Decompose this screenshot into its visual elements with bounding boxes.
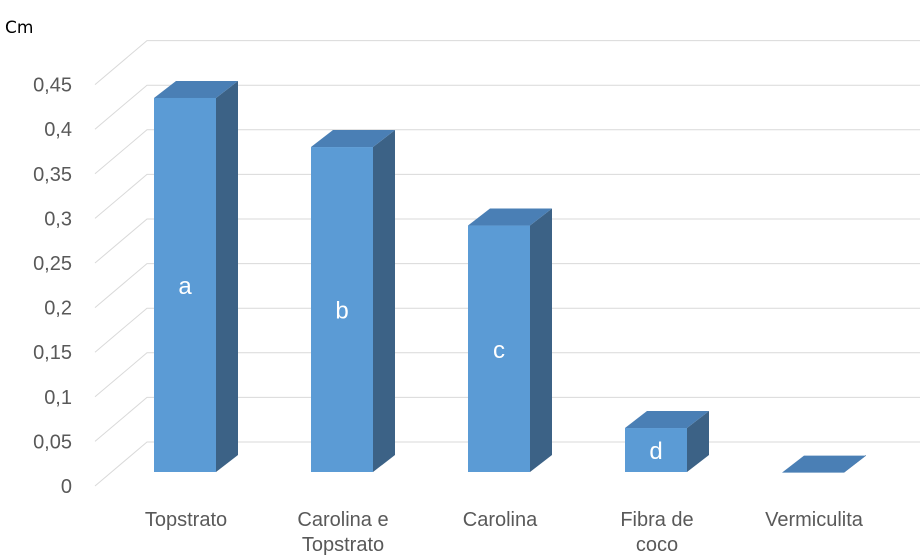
bar-top-face (468, 208, 552, 226)
gridline (94, 218, 920, 264)
bar: d (625, 411, 709, 472)
x-category-label: Topstrato (302, 534, 384, 556)
x-category-label: Carolina e (297, 509, 388, 531)
bar-top-face (625, 411, 709, 429)
gridline (94, 129, 920, 175)
gridline (94, 263, 920, 308)
gridline (94, 40, 920, 85)
x-axis-labels: Topstrato Carolina e Topstrato Carolina Fibr… (145, 509, 864, 556)
gridline (94, 396, 920, 442)
y-tick-label: 0 (61, 476, 72, 498)
bar: e (782, 455, 866, 473)
bar: a (154, 80, 238, 472)
y-tick-label: 0,2 (44, 298, 72, 320)
bar-data-label: b (335, 298, 348, 325)
y-tick-label: 0,25 (33, 253, 72, 275)
y-tick-label: 0,4 (44, 119, 72, 141)
bar-front-face (468, 225, 530, 472)
x-category-label: Topstrato (145, 509, 227, 531)
y-tick-label: 0,35 (33, 164, 72, 186)
y-tick-label: 0,15 (33, 342, 72, 364)
y-tick-label: 0,3 (44, 208, 72, 230)
gridline (94, 307, 920, 353)
bar-side-face (687, 411, 709, 472)
gridlines (94, 40, 920, 487)
bar-front-face (625, 428, 687, 472)
bar-data-label: d (649, 438, 662, 465)
bar-side-face (216, 80, 238, 472)
bar-side-face (373, 130, 395, 473)
y-tick-label: 0,1 (44, 387, 72, 409)
bar-top-face (782, 455, 866, 473)
bar-top-face (311, 130, 395, 148)
bar-data-label: a (178, 273, 192, 300)
bars: a b c d e (154, 80, 866, 473)
x-category-label: Fibra de (620, 509, 693, 531)
y-axis-ticks: 0 0,05 0,1 0,15 0,2 0,25 0,3 0,35 0,4 0,45 (33, 75, 72, 498)
bar-front-face (154, 97, 216, 472)
x-category-label: Carolina (463, 509, 538, 531)
gridline (94, 84, 920, 130)
bar-side-face (530, 208, 552, 472)
bar-top-face (154, 80, 238, 98)
gridline (94, 173, 920, 219)
bar: c (468, 208, 552, 472)
bar-data-label: c (493, 337, 505, 364)
bar-front-face (311, 147, 373, 473)
y-axis-unit-label: Cm (5, 18, 34, 38)
x-category-label: coco (636, 534, 678, 556)
x-category-label: Vermiculita (765, 509, 864, 531)
gridline (94, 352, 920, 398)
y-tick-label: 0,45 (33, 75, 72, 97)
bar: b (311, 130, 395, 473)
y-tick-label: 0,05 (33, 431, 72, 453)
